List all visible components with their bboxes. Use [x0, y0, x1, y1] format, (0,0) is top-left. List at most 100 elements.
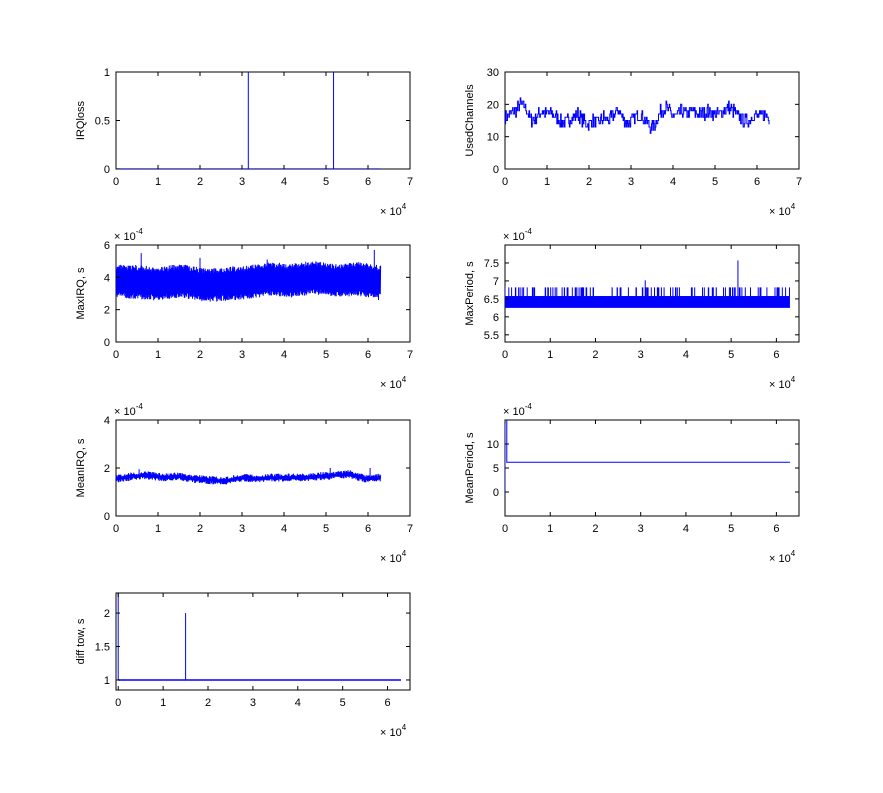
x-tick-label: 6 [365, 349, 371, 361]
x-exponent-base: × 10 [380, 553, 402, 565]
axes-box [115, 592, 411, 691]
x-tick-label: 7 [796, 176, 802, 188]
y-axis-label: MaxIRQ, s [75, 267, 87, 319]
x-tick-label: 6 [773, 349, 779, 361]
x-tick-label: 4 [281, 523, 287, 535]
x-tick-label: 6 [773, 523, 779, 535]
x-exponent-power: 4 [402, 202, 407, 211]
y-tick-label: 6 [104, 240, 110, 252]
x-exponent-base: × 10 [769, 206, 791, 218]
x-tick-label: 0 [113, 176, 119, 188]
axes-box [504, 244, 800, 343]
y-exponent-base: × 10 [503, 231, 525, 243]
y-tick-label: 5 [493, 463, 499, 475]
y-tick-label: 7.5 [484, 258, 499, 270]
x-tick-label: 5 [728, 349, 734, 361]
x-exponent-label: × 104 [380, 375, 407, 391]
y-tick-label: 2 [104, 608, 110, 620]
x-tick-label: 0 [113, 523, 119, 535]
axes-box [115, 71, 411, 170]
x-tick-label: 0 [115, 697, 121, 709]
y-tick-label: 30 [487, 67, 499, 79]
y-exponent-power: -4 [136, 402, 144, 411]
x-tick-label: 3 [638, 349, 644, 361]
x-tick-label: 4 [670, 176, 676, 188]
x-tick-label: 3 [239, 176, 245, 188]
x-tick-label: 7 [407, 523, 413, 535]
x-exponent-base: × 10 [380, 206, 402, 218]
y-axis-label: UsedChannels [464, 84, 476, 157]
x-tick-label: 5 [323, 349, 329, 361]
x-exponent-label: × 104 [380, 549, 407, 565]
y-tick-label: 0 [493, 164, 499, 176]
data-layer [505, 420, 790, 492]
x-tick-label: 2 [197, 349, 203, 361]
x-tick-label: 2 [205, 697, 211, 709]
y-tick-label: 1.5 [95, 642, 110, 654]
y-tick-label: 4 [104, 272, 110, 284]
x-tick-label: 1 [155, 523, 161, 535]
x-tick-label: 6 [384, 697, 390, 709]
y-tick-label: 10 [487, 439, 499, 451]
data-layer [505, 260, 790, 308]
series-usedchannels [505, 97, 770, 134]
x-exponent-label: × 104 [380, 202, 407, 218]
y-tick-label: 0 [104, 164, 110, 176]
x-exponent-label: × 104 [769, 375, 796, 391]
data-layer [116, 249, 382, 302]
y-exponent-label: × 10-4 [114, 227, 143, 243]
x-exponent-base: × 10 [380, 379, 402, 391]
series-maxperiod-band [505, 296, 790, 308]
x-tick-label: 5 [340, 697, 346, 709]
x-exponent-label: × 104 [769, 549, 796, 565]
y-axis-label: MeanPeriod, s [464, 432, 476, 503]
y-axis-label: diff tow, s [75, 618, 87, 664]
y-tick-label: 5.5 [484, 330, 499, 342]
y-tick-label: 6 [493, 312, 499, 324]
x-tick-label: 3 [628, 176, 634, 188]
x-exponent-power: 4 [402, 375, 407, 384]
y-tick-label: 4 [104, 415, 110, 427]
y-exponent-base: × 10 [114, 406, 136, 418]
y-tick-label: 20 [487, 99, 499, 111]
series-meanperiod-segment-0 [505, 420, 790, 492]
x-tick-label: 0 [502, 523, 508, 535]
y-exponent-base: × 10 [114, 231, 136, 243]
y-exponent-label: × 10-4 [114, 402, 143, 418]
y-tick-label: 7 [493, 276, 499, 288]
y-tick-label: 0 [104, 337, 110, 349]
x-tick-label: 3 [250, 697, 256, 709]
x-exponent-power: 4 [791, 375, 796, 384]
x-tick-label: 5 [728, 523, 734, 535]
x-exponent-power: 4 [402, 723, 407, 732]
data-layer [116, 468, 382, 485]
x-tick-label: 5 [712, 176, 718, 188]
x-tick-label: 1 [155, 349, 161, 361]
x-tick-label: 3 [239, 349, 245, 361]
x-tick-label: 2 [197, 176, 203, 188]
axes-box [115, 419, 411, 517]
x-tick-label: 1 [160, 697, 166, 709]
x-tick-label: 4 [281, 176, 287, 188]
x-tick-label: 6 [365, 523, 371, 535]
axes-box [504, 419, 800, 517]
series-meanirq [116, 470, 382, 485]
x-tick-label: 0 [502, 176, 508, 188]
x-tick-label: 6 [754, 176, 760, 188]
x-tick-label: 6 [365, 176, 371, 188]
x-tick-label: 2 [592, 523, 598, 535]
y-exponent-power: -4 [525, 227, 533, 236]
x-tick-label: 5 [323, 176, 329, 188]
x-exponent-power: 4 [791, 549, 796, 558]
x-exponent-base: × 10 [769, 553, 791, 565]
x-exponent-base: × 10 [380, 727, 402, 739]
x-tick-label: 1 [155, 176, 161, 188]
data-layer [117, 593, 401, 681]
y-tick-label: 0.5 [95, 116, 110, 128]
y-exponent-label: × 10-4 [503, 227, 532, 243]
x-tick-label: 1 [544, 176, 550, 188]
